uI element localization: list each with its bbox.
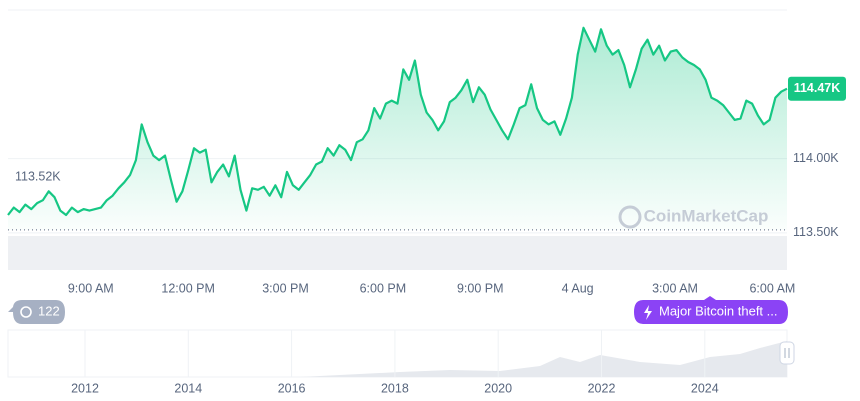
navigator-label: 2024 xyxy=(691,381,719,395)
x-tick-label: 6:00 AM xyxy=(749,281,795,295)
navigator-handle[interactable] xyxy=(779,341,795,365)
navigator-label: 2018 xyxy=(381,381,409,395)
open-price-label: 113.52K xyxy=(15,169,61,183)
flash-icon xyxy=(644,305,652,320)
area-fill xyxy=(8,27,787,230)
navigator-area xyxy=(8,341,787,377)
x-tick-label: 3:00 AM xyxy=(652,281,698,295)
current-price-badge xyxy=(788,76,846,101)
history-icon xyxy=(20,306,32,318)
y-tick-label: 113.50K xyxy=(793,225,839,239)
navigator-label: 2016 xyxy=(278,381,306,395)
x-tick-label: 9:00 PM xyxy=(457,281,504,295)
event-count: 122 xyxy=(38,303,60,318)
event-badge[interactable] xyxy=(634,296,788,324)
event-text: Major Bitcoin theft ... xyxy=(659,303,778,318)
x-tick-label: 9:00 AM xyxy=(68,281,114,295)
current-price-label: 114.47K xyxy=(794,81,841,95)
watermark-logo xyxy=(618,205,642,229)
price-line xyxy=(7,26,788,217)
x-tick-label: 12:00 PM xyxy=(161,281,215,295)
x-tick-label: 6:00 PM xyxy=(360,281,407,295)
navigator-label: 2022 xyxy=(588,381,616,395)
volume-band xyxy=(8,236,787,270)
navigator-label: 2012 xyxy=(71,381,99,395)
x-tick-label: 3:00 PM xyxy=(262,281,309,295)
navigator-label: 2020 xyxy=(484,381,512,395)
navigator-label: 2014 xyxy=(174,381,202,395)
event-count-badge[interactable] xyxy=(8,300,65,324)
y-tick-label: 114.00K xyxy=(793,151,839,165)
watermark: CoinMarketCap xyxy=(644,206,769,225)
x-tick-label: 4 Aug xyxy=(562,281,594,295)
